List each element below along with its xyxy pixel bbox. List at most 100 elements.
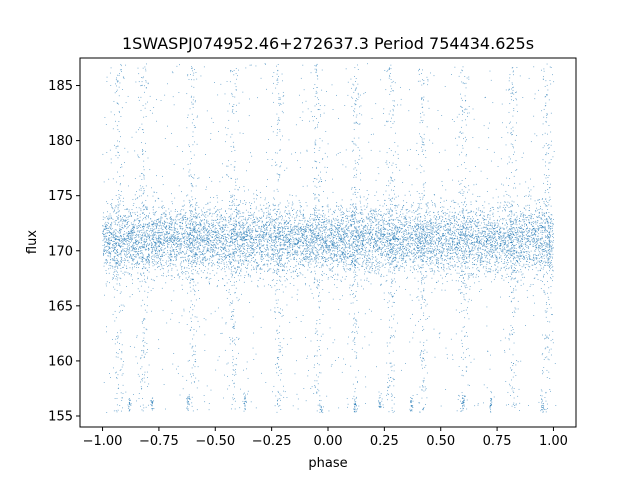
data-point [343, 242, 345, 244]
data-point [324, 257, 326, 259]
data-point [241, 234, 242, 236]
data-point [217, 209, 219, 211]
data-point [152, 261, 154, 262]
data-point [357, 230, 359, 232]
data-point [193, 235, 194, 237]
data-point [400, 209, 402, 211]
data-point [141, 229, 143, 231]
data-point [284, 225, 286, 227]
data-point [263, 224, 264, 225]
data-point [486, 254, 488, 256]
data-point [341, 258, 343, 260]
data-point [285, 286, 287, 288]
data-point [303, 214, 304, 216]
data-point [296, 230, 298, 232]
data-point [483, 207, 485, 209]
data-point [302, 274, 304, 276]
data-point [268, 225, 269, 226]
data-point [507, 205, 508, 207]
data-point [184, 238, 186, 240]
data-point [435, 227, 437, 229]
data-point [491, 224, 493, 226]
data-point [485, 236, 487, 237]
data-point [506, 268, 507, 270]
data-point [502, 233, 504, 235]
data-point [519, 235, 521, 237]
data-point [425, 248, 427, 250]
data-point [197, 241, 199, 243]
data-point [354, 221, 355, 223]
data-point [341, 254, 342, 256]
data-point [120, 231, 121, 233]
data-point [482, 227, 484, 229]
data-point [228, 208, 230, 210]
data-point [102, 219, 104, 220]
data-point [367, 260, 369, 261]
data-point [285, 244, 287, 246]
data-point [157, 232, 159, 233]
data-point [494, 231, 496, 233]
data-point [478, 248, 479, 250]
data-point [356, 230, 357, 232]
data-point [399, 228, 401, 230]
data-point [510, 224, 512, 226]
data-point [537, 274, 538, 276]
data-point [215, 238, 216, 240]
data-point [326, 243, 327, 245]
data-point [195, 217, 197, 218]
data-point [508, 215, 510, 217]
data-point [216, 239, 217, 241]
data-point [549, 251, 551, 253]
data-point [520, 256, 522, 258]
data-point [344, 227, 346, 229]
data-point [168, 242, 170, 243]
data-point [372, 238, 374, 240]
data-point [354, 223, 356, 224]
data-point [127, 234, 129, 236]
data-point [115, 238, 117, 240]
data-point [423, 230, 424, 231]
data-point [462, 258, 464, 260]
data-point [408, 211, 410, 213]
data-point [515, 247, 517, 249]
data-point [318, 209, 320, 211]
data-point [450, 234, 452, 235]
data-point [302, 264, 304, 266]
data-point [430, 219, 432, 221]
data-point [521, 219, 523, 221]
data-point [234, 267, 236, 269]
data-point [381, 254, 383, 255]
data-point [297, 251, 299, 253]
data-point [258, 210, 260, 212]
data-point [197, 247, 199, 249]
data-point [421, 278, 423, 279]
data-point [458, 218, 460, 220]
data-point [165, 230, 167, 232]
data-point [255, 231, 257, 233]
data-point [473, 241, 475, 243]
data-point [481, 230, 483, 232]
data-point [146, 257, 148, 259]
data-point [512, 227, 514, 228]
data-point [310, 231, 312, 233]
data-point [272, 236, 274, 238]
data-point [120, 245, 121, 247]
data-point [442, 234, 443, 236]
data-point [460, 221, 462, 223]
data-point [537, 240, 538, 242]
data-point [413, 240, 415, 242]
data-point [355, 244, 357, 245]
data-point [490, 231, 492, 232]
data-point [108, 239, 110, 241]
data-point [446, 212, 448, 214]
data-point [456, 256, 458, 258]
data-point [273, 241, 275, 243]
data-point [176, 249, 177, 250]
data-point [170, 239, 172, 240]
data-point [547, 220, 548, 222]
data-point [152, 229, 154, 231]
data-point [293, 240, 295, 242]
data-point [420, 199, 421, 201]
data-point [549, 253, 550, 255]
data-point [470, 229, 472, 231]
